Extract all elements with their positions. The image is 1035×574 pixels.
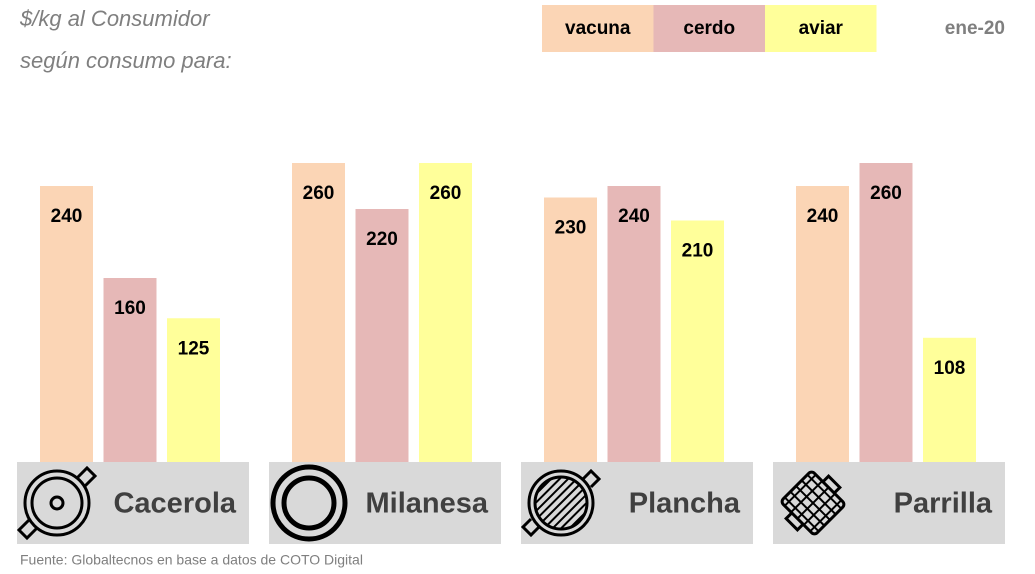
bar <box>796 186 849 462</box>
icon-shape <box>784 474 842 532</box>
icon-shape <box>541 483 581 523</box>
x-tick-label: Plancha <box>629 488 741 520</box>
value-label: 240 <box>51 206 83 227</box>
icon-shape <box>527 469 595 537</box>
x-tick-label: Parrilla <box>894 488 993 520</box>
icon-shape <box>780 470 846 536</box>
legend-swatch <box>542 5 654 52</box>
bar <box>419 163 472 462</box>
bar <box>103 278 157 462</box>
icon-shape <box>535 477 570 512</box>
category-icon <box>16 465 98 541</box>
value-label: 125 <box>178 338 210 359</box>
value-label: 210 <box>682 241 714 262</box>
icon-shape <box>270 464 348 542</box>
category-box <box>17 462 249 544</box>
icon-shape <box>552 494 587 529</box>
x-tick-label: Milanesa <box>366 488 489 520</box>
legend-swatch <box>653 5 765 52</box>
icon-shape <box>559 501 588 530</box>
value-label: 260 <box>303 183 335 204</box>
icon-shape <box>534 476 563 505</box>
value-label: 230 <box>555 218 587 239</box>
bar <box>923 337 976 462</box>
icon-shape <box>546 488 584 526</box>
value-label: 260 <box>870 183 902 204</box>
legend-swatch <box>765 5 877 52</box>
icon-shape <box>536 478 552 494</box>
legend-label: vacuna <box>565 18 631 39</box>
value-label: 108 <box>934 358 966 379</box>
chart-title: según consumo para: <box>20 48 232 73</box>
source-note: Fuente: Globaltecnos en base a datos de … <box>20 552 363 568</box>
x-tick-label: Cacerola <box>113 488 236 520</box>
icon-shape <box>570 512 586 528</box>
date-label: ene-20 <box>945 18 1005 39</box>
icon-shape <box>784 496 820 532</box>
value-label: 220 <box>366 229 398 250</box>
category-icon <box>270 464 348 542</box>
value-label: 240 <box>807 206 839 227</box>
bar <box>40 186 93 462</box>
value-label: 260 <box>430 183 462 204</box>
bar <box>671 220 724 462</box>
bar <box>355 209 409 462</box>
icon-shape <box>520 468 602 538</box>
icon-shape <box>789 490 826 527</box>
bar <box>607 186 661 462</box>
bar <box>292 163 345 462</box>
icon-shape <box>803 493 836 526</box>
bar <box>859 163 913 462</box>
chart-title: $/kg al Consumidor <box>19 6 211 31</box>
category-icon <box>520 468 602 538</box>
category-icon <box>780 470 846 536</box>
icon-shape <box>30 476 84 530</box>
value-label: 160 <box>114 298 146 319</box>
value-label: 240 <box>618 206 650 227</box>
legend-label: aviar <box>799 18 844 39</box>
bar <box>167 318 220 462</box>
icon-shape <box>281 475 337 531</box>
icon-shape <box>538 480 576 518</box>
bar <box>544 197 597 462</box>
icon-shape <box>16 465 98 541</box>
icon-shape <box>23 469 91 537</box>
icon-shape <box>809 499 842 532</box>
icon-shape <box>49 495 65 511</box>
legend-label: cerdo <box>683 18 735 39</box>
icon-shape <box>795 485 831 521</box>
